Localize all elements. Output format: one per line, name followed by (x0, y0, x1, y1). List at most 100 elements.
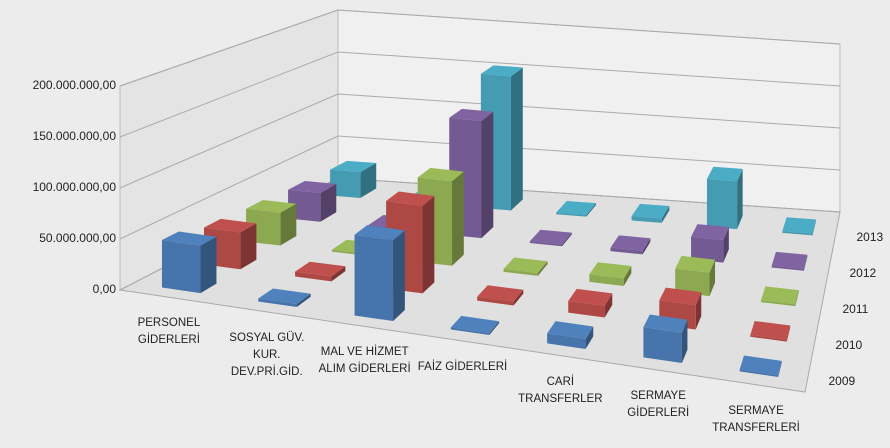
bar (750, 320, 791, 342)
bar-front (477, 296, 514, 306)
bar-side (510, 67, 523, 211)
y-tick-label: 0,00 (93, 282, 117, 296)
bar-top (631, 203, 670, 219)
bar-front (643, 327, 682, 364)
bar-front (330, 169, 361, 199)
bar-top (610, 235, 651, 251)
bar (295, 261, 346, 282)
bar-front (354, 234, 394, 322)
bar-front (739, 369, 779, 378)
bar-top (450, 315, 500, 334)
x-tick-label: MAL VE HİZMET ALIM GİDERLERİ (318, 346, 411, 376)
grid-line (119, 135, 841, 240)
bar-side (812, 219, 816, 236)
bar (330, 160, 377, 199)
bar (589, 262, 632, 286)
bar (675, 255, 716, 297)
grid-line (119, 51, 841, 138)
bar-side (537, 261, 548, 276)
bar-side (778, 360, 782, 378)
bar (547, 321, 594, 350)
bar-side (393, 230, 405, 322)
y-tick-label: 50.000.000,00 (39, 231, 116, 245)
bar (739, 355, 782, 378)
depth-label: 2010 (836, 338, 863, 352)
bar-front (631, 216, 662, 223)
bar-top (246, 200, 297, 213)
bar-front (161, 240, 201, 294)
depth-label: 2013 (857, 230, 884, 244)
bar (449, 108, 494, 239)
bar-top (750, 320, 791, 340)
bar-front (503, 269, 538, 276)
bar (610, 235, 651, 255)
bar (706, 166, 743, 230)
bar-front (589, 274, 624, 286)
bar (761, 286, 799, 307)
bar-side (786, 325, 791, 342)
bar-top (782, 217, 816, 234)
bar-top (203, 218, 257, 233)
bar-front (547, 333, 586, 350)
bar (691, 224, 729, 263)
bar-side (803, 254, 808, 271)
bar (477, 285, 524, 306)
bar-side (562, 232, 572, 247)
bar-side (296, 293, 311, 308)
bar-front (568, 300, 605, 318)
bar-side (737, 168, 743, 230)
grid-line (119, 93, 841, 189)
x-tick-label: SOSYAL GÜV. KUR. DEV.PRİ.GİD. (229, 331, 305, 378)
y-tick-label: 150.000.000,00 (33, 129, 117, 143)
bar-side (360, 163, 377, 199)
bar-front (675, 268, 710, 297)
bar-top (675, 255, 716, 273)
bar-top (568, 288, 613, 306)
bar-front (761, 300, 796, 307)
bar (503, 257, 548, 276)
bar-side (795, 290, 799, 307)
x-tick-label: SERMAYE TRANSFERLERİ (712, 404, 800, 434)
bar-front (771, 265, 804, 271)
bar (258, 288, 311, 308)
bar (450, 315, 500, 336)
bar-top (691, 224, 729, 241)
bar-side (240, 223, 257, 270)
bar-front (782, 231, 813, 236)
bar-front (691, 236, 724, 263)
depth-label: 2012 (850, 266, 877, 280)
bar (161, 231, 217, 294)
bar-top (288, 180, 337, 193)
depth-label: 2011 (843, 302, 869, 316)
bar-top (739, 355, 782, 375)
x-tick-label: SERMAYE GİDERLERİ (627, 390, 690, 420)
bar-top (643, 314, 688, 333)
bar-top (706, 166, 743, 182)
bar-top (258, 288, 311, 305)
bar-top (771, 251, 808, 269)
bar-front (750, 334, 787, 342)
bar-side (320, 183, 337, 222)
bar-top (529, 229, 572, 245)
bar-side (681, 319, 688, 364)
bar (643, 314, 688, 364)
bar-side (200, 236, 217, 294)
bar (568, 288, 613, 318)
bar-side (642, 238, 651, 255)
bar-top (330, 160, 377, 173)
bar (288, 180, 337, 222)
bar-side (585, 326, 594, 350)
bar-side (489, 321, 500, 336)
bar-front (450, 327, 490, 336)
bar-front (706, 179, 738, 230)
depth-label: 2009 (829, 374, 856, 388)
bar-front (295, 271, 332, 282)
bar-top (556, 200, 597, 215)
bar-side (604, 293, 613, 318)
x-tick-label: FAİZ GİDERLERİ (417, 361, 508, 373)
bar-front (556, 212, 587, 217)
bar-top (354, 225, 405, 241)
x-tick-label: CARİ TRANSFERLER (518, 375, 603, 405)
bar-top (589, 262, 632, 279)
